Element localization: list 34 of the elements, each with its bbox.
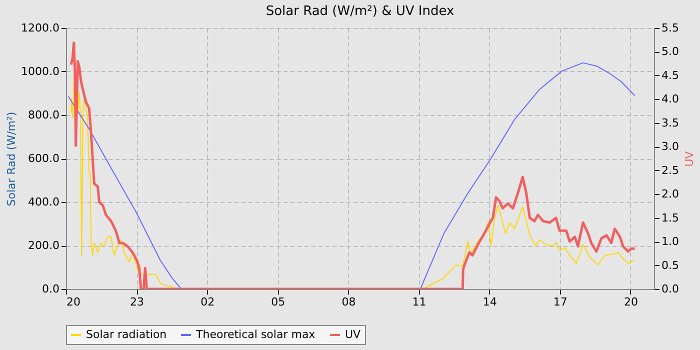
- x-tick-label: 02: [200, 296, 215, 308]
- y2-tick-label: 0.5: [662, 258, 679, 272]
- y-tick-label: 400.0: [28, 196, 60, 208]
- legend-label: Theoretical solar max: [195, 328, 316, 341]
- y2-tick-label: 4.5: [662, 68, 679, 82]
- y2-tick-label: 3.0: [662, 140, 679, 154]
- x-tick-label: 20: [66, 296, 80, 308]
- y-tick-label: 0.0: [42, 282, 60, 296]
- legend-label: UV: [345, 328, 362, 341]
- y-tick-label: 1200.0: [21, 22, 60, 34]
- y-axis-title: Solar Rad (W/m²): [5, 112, 18, 206]
- y-tick-label: 1000.0: [21, 65, 60, 78]
- y-tick-label: 600.0: [28, 152, 60, 165]
- x-tick-label: 20: [624, 296, 638, 308]
- y2-tick-label: 1.5: [662, 211, 679, 224]
- y2-tick-label: 0.0: [662, 282, 679, 296]
- x-tick-label: 17: [553, 296, 568, 308]
- x-tick-label: 08: [342, 296, 356, 308]
- y-tick-label: 800.0: [28, 108, 60, 122]
- y2-tick-label: 2.5: [662, 164, 679, 177]
- y2-tick-label: 5.5: [662, 22, 679, 34]
- x-tick-label: 05: [271, 296, 286, 308]
- y2-tick-label: 5.0: [662, 45, 679, 58]
- x-tick-label: 23: [130, 296, 144, 308]
- x-tick-label: 14: [482, 296, 497, 308]
- chart-title: Solar Rad (W/m²) & UV Index: [266, 4, 454, 19]
- x-tick-label: 11: [412, 296, 426, 308]
- y2-tick-label: 2.0: [662, 188, 679, 201]
- y2-axis-title: UV: [682, 150, 696, 167]
- y-tick-label: 200.0: [28, 239, 60, 252]
- y2-tick-label: 1.0: [662, 235, 679, 248]
- legend-label: Solar radiation: [86, 328, 167, 341]
- y2-tick-label: 3.5: [662, 116, 679, 130]
- y2-tick-label: 4.0: [662, 92, 679, 106]
